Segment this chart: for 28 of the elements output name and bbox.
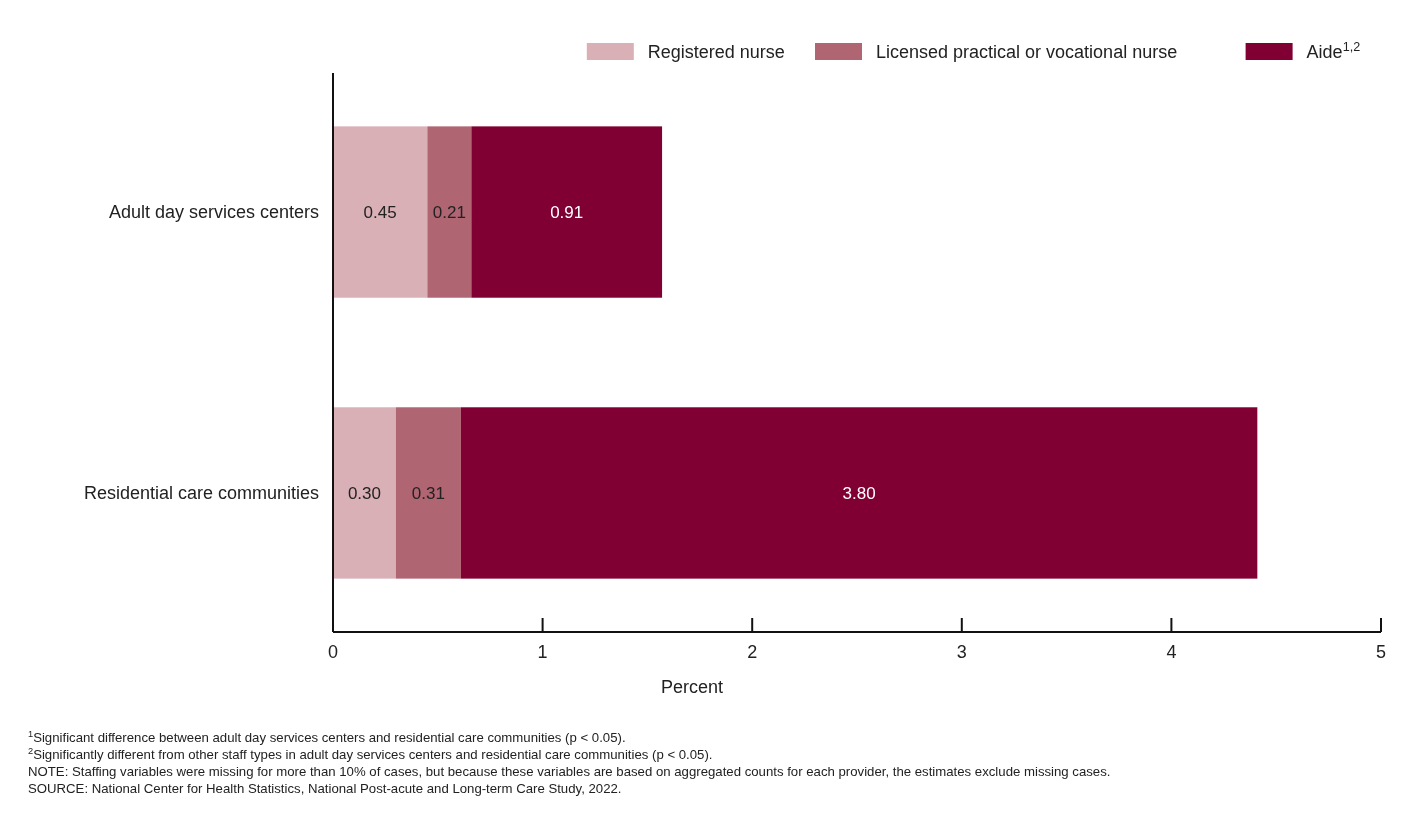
source-note: SOURCE: National Center for Health Statistics, National Post-acute and Long-term Care Study, 2022. [28,781,622,796]
bar [460,407,1258,579]
x-tick-label: 4 [1166,642,1177,662]
legend-label: Registered nurse [647,42,785,63]
y-tick-label: Residential care communities [83,483,319,504]
data-label: 0.31 [411,483,445,503]
x-tick-label: 2 [747,642,758,662]
data-label: 0.30 [347,483,381,503]
bar [427,126,472,298]
bar [471,126,663,298]
text: $^{1}$Significant difference between adult day services centers and residential care communities (p < 0.05). [28,729,626,745]
y-tick-label: Adult day services centers [108,202,319,223]
data-label: 0.45 [363,203,397,222]
text: NOTE: Staffing variables were missing for more than 10% of cases, but because these variables are based on aggregated counts for each provider, the estimates exclude missing cases. [28,764,1111,779]
bar [333,126,428,298]
data-label: 3.80 [842,483,876,503]
data-label: 0.21 [432,203,466,222]
x-axis-title: Percent [660,677,724,697]
bar [395,407,461,579]
x-tick-label: 1 [537,642,548,662]
x-tick-label: 0 [327,642,339,662]
x-tick-label: 3 [956,642,967,662]
x-tick-label: 5 [1375,642,1387,662]
legend-label: Licensed practical or vocational nurse [876,42,1178,63]
legend-label: Aide$^{1,2}$ [1306,40,1361,63]
bar [333,407,396,579]
data-label: 0.91 [550,203,584,222]
text: $^{2}$Significantly different from other staff types in adult day services centers and residential care communities (p < 0.05). [28,746,713,762]
